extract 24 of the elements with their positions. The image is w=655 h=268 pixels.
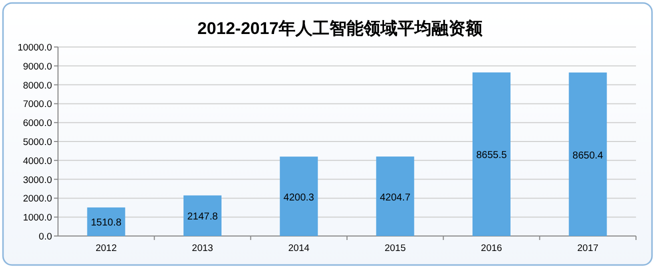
x-tick-label: 2014	[288, 243, 310, 254]
data-label: 8650.4	[572, 150, 604, 162]
data-label: 2147.8	[187, 212, 218, 223]
data-label: 4204.7	[380, 192, 411, 204]
y-tick-label: 6000.0	[22, 118, 52, 130]
x-tick-label: 2013	[192, 243, 214, 254]
x-tick-label: 2017	[577, 243, 598, 254]
x-tick-label: 2012	[96, 243, 117, 254]
y-tick-label: 7000.0	[22, 99, 52, 110]
y-tick-label: 1000.0	[22, 212, 52, 224]
y-tick-label: 2000.0	[22, 194, 52, 205]
x-tick-label: 2016	[480, 243, 502, 254]
y-tick-label: 5000.0	[22, 137, 52, 148]
data-label: 4200.3	[284, 192, 315, 204]
y-tick-label: 10000.0	[18, 42, 52, 54]
data-label: 1510.8	[90, 218, 122, 229]
y-tick-label: 9000.0	[22, 61, 52, 72]
data-label: 8655.5	[476, 150, 508, 162]
y-tick-label: 0.0	[38, 232, 52, 242]
y-tick-label: 8000.0	[22, 80, 52, 92]
x-tick-label: 2015	[384, 243, 406, 254]
y-tick-label: 4000.0	[22, 156, 52, 167]
y-tick-label: 3000.0	[22, 174, 52, 186]
chart-title: 2012-2017年人工智能领域平均融资额	[197, 19, 484, 38]
